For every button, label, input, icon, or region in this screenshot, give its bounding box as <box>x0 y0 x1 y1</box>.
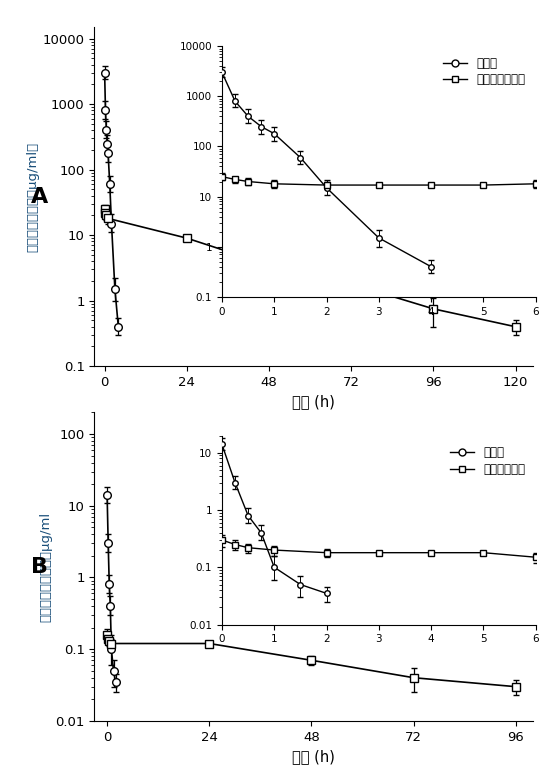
X-axis label: 时间 (h): 时间 (h) <box>292 395 335 409</box>
Text: B: B <box>31 557 48 577</box>
X-axis label: 时间 (h): 时间 (h) <box>292 749 335 764</box>
Legend: 滴眼剂, 载药隐形眼镜: 滴眼剂, 载药隐形眼镜 <box>445 442 529 480</box>
Y-axis label: 泪液中拉坦前列腺素μg/ml: 泪液中拉坦前列腺素μg/ml <box>39 512 53 621</box>
Text: A: A <box>31 187 48 207</box>
Legend: 滴眼剂, 载胶束隐形眼镜: 滴眼剂, 载胶束隐形眼镜 <box>438 52 529 91</box>
Y-axis label: 泪液中噌吐洛尔（μg/ml）: 泪液中噌吐洛尔（μg/ml） <box>27 142 40 251</box>
